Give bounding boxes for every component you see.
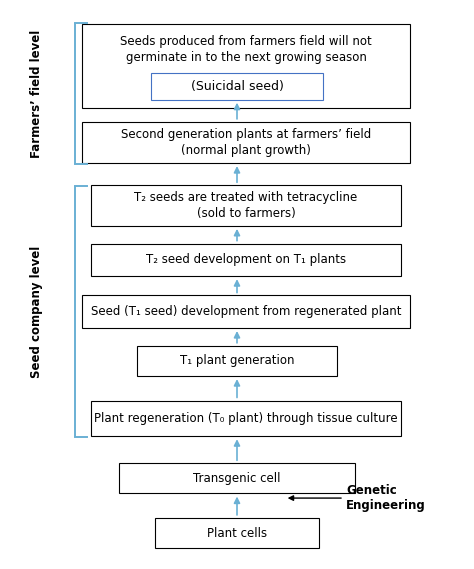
Text: Second generation plants at farmers’ field
(normal plant growth): Second generation plants at farmers’ fie… <box>121 128 371 157</box>
Text: (Suicidal seed): (Suicidal seed) <box>191 80 283 93</box>
FancyBboxPatch shape <box>91 185 401 226</box>
Text: Plant cells: Plant cells <box>207 526 267 539</box>
FancyBboxPatch shape <box>91 244 401 277</box>
Text: Seeds produced from farmers field will not
germinate in to the next growing seas: Seeds produced from farmers field will n… <box>120 35 372 64</box>
FancyBboxPatch shape <box>151 73 323 100</box>
Text: Transgenic cell: Transgenic cell <box>193 472 281 485</box>
FancyBboxPatch shape <box>155 518 319 548</box>
Text: T₁ plant generation: T₁ plant generation <box>180 354 294 368</box>
FancyBboxPatch shape <box>82 122 410 163</box>
Text: Genetic
Engineering: Genetic Engineering <box>346 484 426 512</box>
FancyBboxPatch shape <box>82 295 410 328</box>
Text: Plant regeneration (T₀ plant) through tissue culture: Plant regeneration (T₀ plant) through ti… <box>94 412 398 425</box>
FancyBboxPatch shape <box>91 401 401 436</box>
FancyBboxPatch shape <box>118 463 356 493</box>
Text: Farmers’ field level: Farmers’ field level <box>30 30 43 158</box>
Text: Seed company level: Seed company level <box>30 246 43 378</box>
FancyBboxPatch shape <box>82 24 410 108</box>
Text: T₂ seed development on T₁ plants: T₂ seed development on T₁ plants <box>146 253 346 266</box>
Text: T₂ seeds are treated with tetracycline
(sold to farmers): T₂ seeds are treated with tetracycline (… <box>135 191 358 220</box>
Text: Seed (T₁ seed) development from regenerated plant: Seed (T₁ seed) development from regenera… <box>91 306 401 318</box>
FancyBboxPatch shape <box>137 346 337 376</box>
